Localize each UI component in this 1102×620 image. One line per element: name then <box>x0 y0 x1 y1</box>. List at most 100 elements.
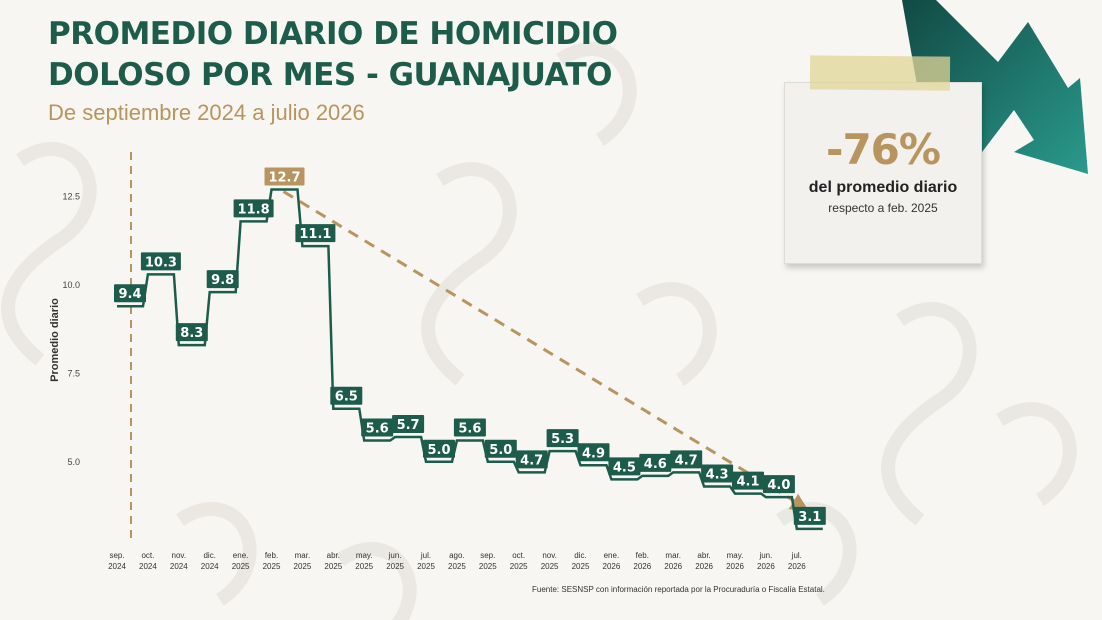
x-tick-year: 2025 <box>479 562 497 571</box>
value-label: 4.1 <box>736 475 759 490</box>
title-line-2: DOLOSO POR MES - GUANAJUATO <box>48 57 613 93</box>
x-tick-month: feb. <box>636 551 649 560</box>
value-label: 5.6 <box>366 422 389 437</box>
x-tick-year: 2024 <box>201 562 219 571</box>
x-tick-year: 2025 <box>510 562 528 571</box>
value-label-box <box>392 415 425 434</box>
x-tick-year: 2026 <box>726 562 744 571</box>
value-label: 6.5 <box>335 390 358 405</box>
y-tick-label: 7.5 <box>67 368 80 378</box>
x-tick-year: 2026 <box>788 562 806 571</box>
callout-percentage: -76% <box>826 125 941 174</box>
value-label: 4.0 <box>767 478 790 493</box>
x-tick-month: nov. <box>542 551 557 560</box>
value-label-box <box>361 418 394 437</box>
value-label: 11.8 <box>238 202 270 217</box>
value-label-box <box>175 323 208 342</box>
x-tick-month: feb. <box>265 551 278 560</box>
value-label-box <box>453 418 486 437</box>
x-tick-year: 2025 <box>448 562 466 571</box>
x-tick-month: jul. <box>420 551 431 560</box>
value-label: 5.3 <box>551 432 574 447</box>
value-label-box <box>423 439 455 458</box>
value-label: 12.7 <box>268 171 300 186</box>
value-label-box <box>793 506 826 525</box>
value-label-box <box>732 471 764 490</box>
x-tick-year: 2024 <box>139 562 157 571</box>
x-tick-month: oct. <box>141 551 154 560</box>
value-label-box <box>233 199 274 218</box>
tape-decoration <box>809 55 951 91</box>
x-tick-year: 2025 <box>232 562 250 571</box>
x-tick-year: 2025 <box>417 562 435 571</box>
value-label-box <box>670 450 703 469</box>
value-label: 9.4 <box>118 287 141 302</box>
value-label-box <box>484 439 517 458</box>
x-tick-month: sep. <box>480 551 495 560</box>
x-tick-month: jun. <box>758 551 772 560</box>
x-tick-year: 2026 <box>664 562 682 571</box>
x-tick-year: 2026 <box>603 562 621 571</box>
y-tick-label: 5.0 <box>67 457 80 467</box>
callout-line-1: del promedio diario <box>808 179 958 196</box>
x-tick-month: ene. <box>233 551 249 560</box>
x-tick-year: 2024 <box>170 562 188 571</box>
x-tick-year: 2025 <box>572 562 590 571</box>
y-axis-label: Promedio diario <box>49 298 61 382</box>
x-tick-year: 2025 <box>324 562 342 571</box>
callout-note: -76% del promedio diario respecto a feb.… <box>780 55 990 271</box>
x-tick-month: may. <box>727 551 744 560</box>
value-label-box <box>762 475 795 494</box>
page-title: PROMEDIO DIARIO DE HOMICIDIO DOLOSO POR … <box>48 14 748 96</box>
x-tick-year: 2026 <box>695 562 713 571</box>
x-tick-month: oct. <box>512 551 525 560</box>
value-label: 5.6 <box>458 422 481 437</box>
value-label-box <box>546 429 579 448</box>
x-tick-month: jul. <box>791 551 802 560</box>
callout-line-2: respecto a feb. 2025 <box>828 201 938 215</box>
value-label: 5.0 <box>427 443 450 458</box>
x-tick-month: ene. <box>604 551 620 560</box>
x-tick-month: sep. <box>109 551 124 560</box>
x-tick-month: mar. <box>665 551 681 560</box>
x-tick-year: 2025 <box>263 562 281 571</box>
value-label: 4.5 <box>613 460 636 475</box>
value-label: 8.3 <box>180 326 203 341</box>
value-label-box <box>608 457 641 476</box>
value-label: 5.7 <box>397 418 420 433</box>
value-label: 11.1 <box>299 227 331 242</box>
x-tick-month: nov. <box>172 551 187 560</box>
value-label-box <box>639 453 672 472</box>
value-label: 9.8 <box>211 273 234 288</box>
value-label: 10.3 <box>145 255 177 270</box>
x-tick-month: abr. <box>697 551 710 560</box>
value-label-box <box>295 224 336 243</box>
value-label-box <box>264 167 305 186</box>
value-label: 4.3 <box>706 467 729 482</box>
value-label-box <box>701 464 734 483</box>
value-label-box <box>140 252 181 271</box>
x-tick-year: 2026 <box>757 562 775 571</box>
x-tick-year: 2025 <box>541 562 559 571</box>
x-tick-month: jun. <box>388 551 402 560</box>
x-tick-month: dic. <box>203 551 215 560</box>
x-tick-month: abr. <box>327 551 340 560</box>
x-tick-month: may. <box>356 551 373 560</box>
value-label: 4.6 <box>644 457 667 472</box>
x-tick-month: ago. <box>449 551 465 560</box>
value-label: 4.9 <box>582 446 605 461</box>
x-tick-year: 2026 <box>633 562 651 571</box>
x-tick-year: 2024 <box>108 562 126 571</box>
x-tick-year: 2025 <box>294 562 312 571</box>
x-tick-year: 2025 <box>355 562 373 571</box>
value-label-box <box>330 386 363 405</box>
value-label-box <box>114 284 146 303</box>
x-tick-month: dic. <box>574 551 586 560</box>
value-label: 5.0 <box>489 443 512 458</box>
value-label-box <box>515 450 548 469</box>
value-label-box <box>206 270 239 289</box>
value-label: 4.7 <box>675 453 698 468</box>
value-label: 3.1 <box>798 510 821 525</box>
